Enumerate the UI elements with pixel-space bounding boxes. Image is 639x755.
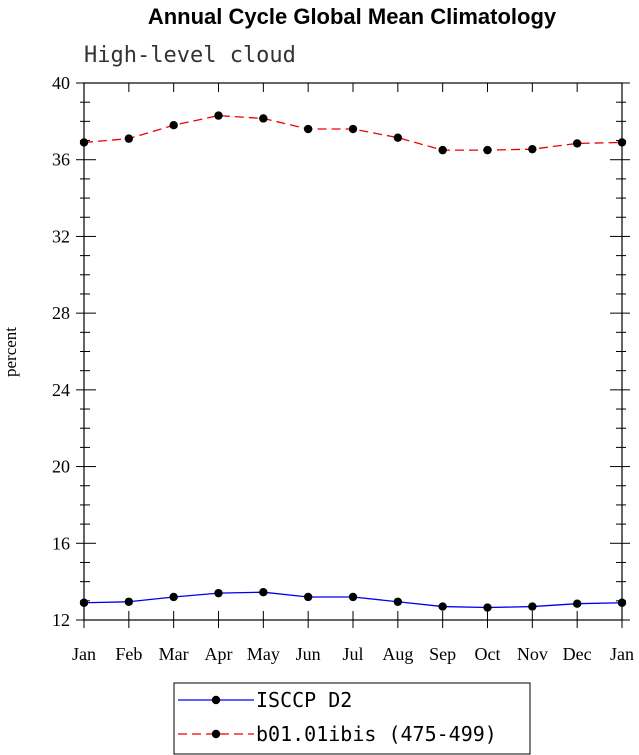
x-tick-label: Nov [517,644,548,664]
data-point [483,603,492,612]
y-tick-label: 36 [52,150,70,170]
data-point [528,144,537,154]
data-point [617,598,627,607]
data-point [169,592,178,602]
data-point [393,597,403,606]
x-tick-label: Apr [205,644,233,664]
data-point [214,588,223,598]
data-point [124,597,134,606]
chart-title: Annual Cycle Global Mean Climatology [148,4,557,29]
x-tick-label: Oct [475,644,501,664]
data-point [259,114,268,123]
data-point [79,138,89,147]
y-tick-label: 24 [52,380,70,400]
data-point [528,602,537,611]
data-point [348,124,358,134]
data-point [572,599,582,608]
x-tick-label: Jul [342,644,363,664]
data-point [303,592,313,602]
x-tick-label: Jun [296,644,321,664]
legend-label: b01.01ibis (475-499) [256,722,497,746]
data-point [617,138,627,147]
legend: ISCCP D2 b01.01ibis (475-499) [173,682,531,755]
data-point [214,111,223,120]
data-point [124,134,134,143]
data-point [438,602,447,611]
x-tick-label: Aug [382,644,413,664]
x-tick-label: Jan [610,644,634,664]
y-axis-label: percent [1,327,20,377]
legend-marker [211,695,221,705]
axes: Jan Feb Mar Apr May Jun Jul Aug Sep Oct Nov Dec Jan1… [52,73,634,664]
legend-marker [211,729,221,739]
data-point [572,139,582,148]
y-tick-label: 28 [52,303,70,323]
x-tick-label: Sep [429,644,456,664]
data-point [259,587,268,597]
x-tick-label: May [247,644,280,664]
y-tick-label: 40 [52,73,70,93]
y-tick-label: 16 [52,533,70,553]
plot-frame [83,82,623,621]
data-point [303,124,313,134]
legend-box [173,682,531,755]
x-tick-label: Dec [563,644,592,664]
chart-subtitle: High-level cloud [84,43,296,68]
x-tick-label: Mar [159,644,189,664]
data-point [438,145,447,155]
data-point [169,120,178,130]
data-point [348,592,358,602]
data-point [483,145,492,155]
data-point [393,133,403,142]
y-tick-label: 12 [52,610,70,630]
y-tick-label: 32 [52,226,70,246]
x-tick-label: Feb [115,644,142,664]
y-tick-label: 20 [52,457,70,477]
data-point [79,598,89,607]
series-layer [79,111,627,612]
legend-label: ISCCP D2 [256,688,352,712]
x-tick-label: Jan [72,644,96,664]
